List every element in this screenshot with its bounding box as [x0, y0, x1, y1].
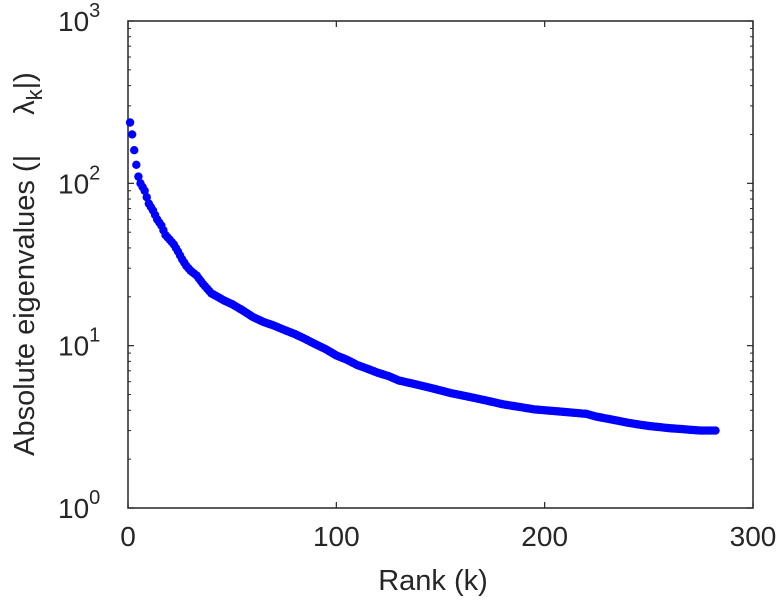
- x-tick-label: 300: [730, 521, 777, 552]
- x-tick-label: 200: [521, 521, 568, 552]
- data-point: [130, 145, 139, 155]
- y-axis-title: Absolute eigenvalues (| λk|): [9, 72, 47, 456]
- x-axis-title: Rank (k): [378, 565, 488, 597]
- data-point: [125, 118, 135, 127]
- x-tick-label: 0: [120, 521, 136, 552]
- data-point: [711, 426, 720, 435]
- y-axis-title-subscript: k: [22, 88, 47, 100]
- y-tick-label: 102: [58, 162, 100, 199]
- y-axis-ticks: 100 101 102 103: [58, 0, 753, 524]
- y-tick-label: 101: [58, 325, 100, 362]
- plot-area: [127, 20, 754, 509]
- y-axis-title-prefix: Absolute eigenvalues (|: [9, 155, 41, 456]
- y-tick-label: 100: [58, 487, 100, 524]
- x-axis-ticks: 0 100 200 300: [120, 21, 776, 552]
- data-point: [127, 130, 137, 139]
- y-tick-label: 103: [58, 0, 100, 37]
- y-axis-title-lambda: λ: [9, 100, 41, 115]
- y-axis-title-suffix: |): [9, 72, 41, 89]
- data-point: [142, 192, 151, 202]
- data-point: [134, 172, 143, 181]
- data-point: [132, 160, 141, 170]
- data-point: [140, 186, 149, 195]
- data-points: [125, 118, 720, 435]
- x-tick-label: 100: [313, 521, 360, 552]
